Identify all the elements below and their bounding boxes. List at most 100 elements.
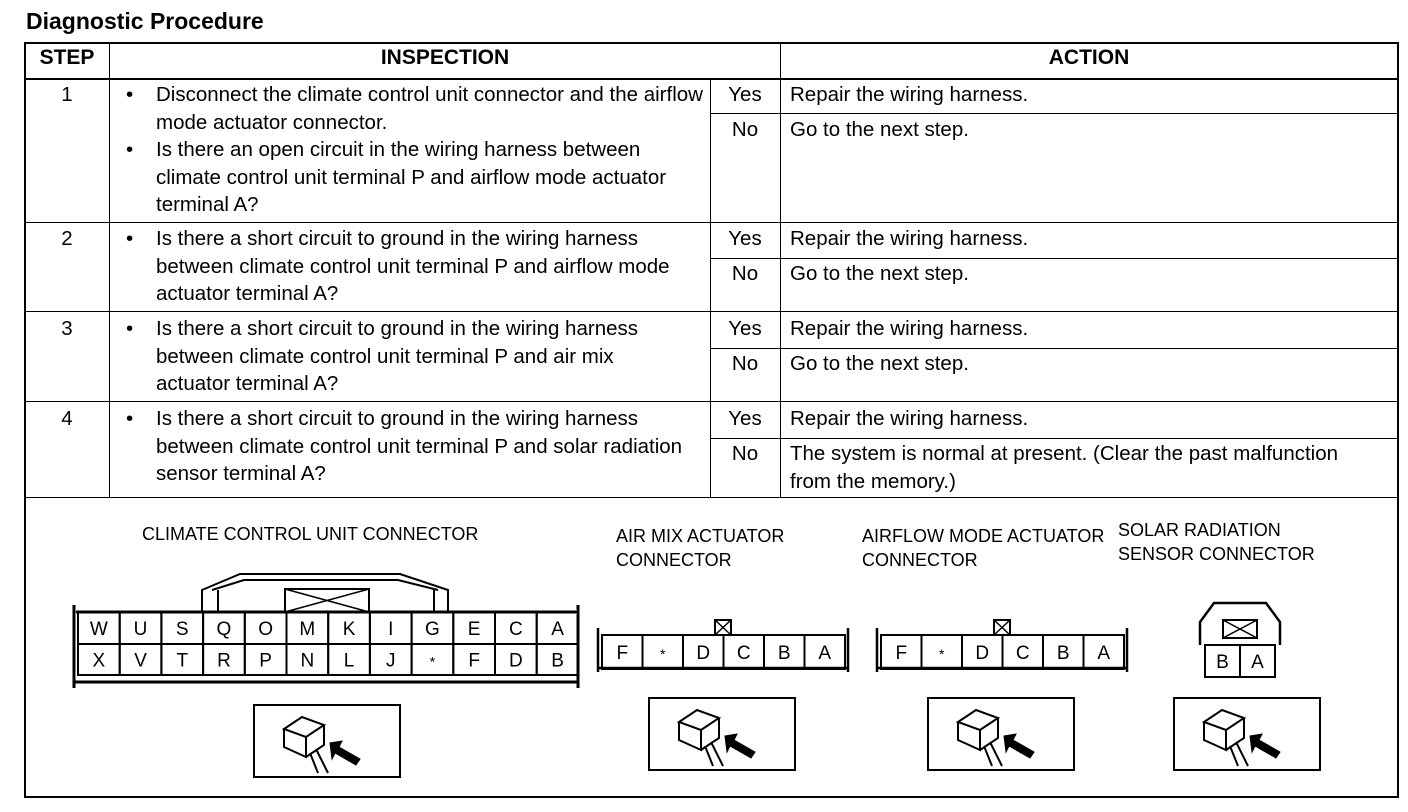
terminal-cell xyxy=(1082,634,1125,670)
no-action: Go to the next step. xyxy=(790,262,969,285)
terminal-B: B xyxy=(1057,643,1070,664)
no-action: Go to the next step. xyxy=(790,118,969,141)
no-label: No xyxy=(731,118,759,141)
inspection-text: Is there an open circuit in the wiring h… xyxy=(156,138,667,216)
solar-connector-label: SOLAR RADIATION SENSOR CONNECTOR xyxy=(1118,520,1315,564)
yes-label: Yes xyxy=(728,407,762,430)
header-inspection: INSPECTION xyxy=(380,46,510,69)
ccu-connector-label: CLIMATE CONTROL UNIT CONNECTOR xyxy=(142,524,479,544)
terminal-V: V xyxy=(134,651,147,672)
terminal-K: K xyxy=(343,619,356,640)
no-label: No xyxy=(731,442,759,465)
airmix-connector-label: AIR MIX ACTUATOR CONNECTOR xyxy=(616,526,785,570)
yes-action: Repair the wiring harness. xyxy=(790,227,1029,250)
terminal-cell xyxy=(1239,644,1276,678)
yes-action: Repair the wiring harness. xyxy=(790,407,1029,430)
terminal-view-icon-frame xyxy=(927,697,1075,771)
terminal-I: I xyxy=(388,619,393,640)
yes-action: Repair the wiring harness. xyxy=(790,83,1029,106)
terminal-view-icon-frame xyxy=(1173,697,1321,771)
bullet: • xyxy=(126,227,134,250)
terminal-unused: * xyxy=(939,646,945,662)
terminal-J: J xyxy=(386,651,396,672)
terminal-L: L xyxy=(344,651,355,672)
terminal-C: C xyxy=(509,619,523,640)
inspection-text: Is there a short circuit to ground in th… xyxy=(156,317,638,395)
terminal-B: B xyxy=(551,651,564,672)
terminal-unused: * xyxy=(430,654,436,670)
arrow-icon xyxy=(1003,733,1035,759)
terminal-view-icon-frame xyxy=(253,704,401,778)
terminal-view-icon-frame xyxy=(648,697,796,771)
header-action: ACTION xyxy=(1048,46,1130,69)
solar-hood xyxy=(1198,601,1282,645)
arrow-icon xyxy=(724,733,756,759)
connector-harness-icon xyxy=(676,708,724,767)
terminal-R: R xyxy=(217,651,231,672)
step-number: 4 xyxy=(61,407,73,430)
terminal-cell xyxy=(803,634,846,670)
terminal-E: E xyxy=(468,619,481,640)
terminal-F: F xyxy=(468,651,480,672)
terminal-Q: Q xyxy=(217,619,232,640)
lock-tab-cross xyxy=(1222,619,1258,639)
terminal-W: W xyxy=(90,619,108,640)
terminal-O: O xyxy=(258,619,273,640)
lock-tab xyxy=(1222,619,1258,639)
terminal-P: P xyxy=(259,651,272,672)
no-action: Go to the next step. xyxy=(790,352,969,375)
terminal-U: U xyxy=(134,619,148,640)
connector-harness-icon xyxy=(955,708,1003,767)
terminal-B: B xyxy=(1216,652,1229,673)
bullet: • xyxy=(126,317,134,340)
terminal-D: D xyxy=(975,643,989,664)
terminal-N: N xyxy=(300,651,314,672)
header-step: STEP xyxy=(39,46,95,69)
yes-label: Yes xyxy=(728,83,762,106)
terminal-D: D xyxy=(696,643,710,664)
terminal-F: F xyxy=(616,643,628,664)
connector-harness-icon xyxy=(281,715,329,774)
terminal-A: A xyxy=(551,619,564,640)
inspection-text: Is there a short circuit to ground in th… xyxy=(156,227,670,305)
yes-action: Repair the wiring harness. xyxy=(790,317,1029,340)
terminal-G: G xyxy=(425,619,440,640)
terminal-M: M xyxy=(299,619,315,640)
terminal-D: D xyxy=(509,651,523,672)
no-label: No xyxy=(731,352,759,375)
step-number: 2 xyxy=(61,227,73,250)
terminal-unused: * xyxy=(660,646,666,662)
terminal-C: C xyxy=(1016,643,1030,664)
terminal-cell xyxy=(535,643,580,676)
arrow-icon xyxy=(1249,733,1281,759)
bullet: • xyxy=(126,138,134,161)
terminal-S: S xyxy=(176,619,189,640)
arrow-icon xyxy=(329,740,361,766)
lock-tab-cross xyxy=(993,619,1011,636)
bullet: • xyxy=(126,83,134,106)
terminal-F: F xyxy=(895,643,907,664)
yes-label: Yes xyxy=(728,317,762,340)
terminal-X: X xyxy=(93,651,106,672)
bullet: • xyxy=(126,407,134,430)
lock-tab-cross xyxy=(284,588,370,613)
terminal-T: T xyxy=(176,651,188,672)
step-number: 1 xyxy=(61,83,73,106)
terminal-A: A xyxy=(818,643,831,664)
terminal-A: A xyxy=(1251,652,1264,673)
terminal-B: B xyxy=(778,643,791,664)
no-action: The system is normal at present. (Clear … xyxy=(790,442,1339,493)
no-label: No xyxy=(731,262,759,285)
connector-harness-icon xyxy=(1201,708,1249,767)
step-number: 3 xyxy=(61,317,73,340)
inspection-text: Disconnect the climate control unit conn… xyxy=(156,83,703,134)
lock-tab-cross xyxy=(714,619,732,636)
ccu-hood xyxy=(201,573,449,612)
page-title: Diagnostic Procedure xyxy=(26,8,264,34)
airflow-connector-label: AIRFLOW MODE ACTUATOR CONNECTOR xyxy=(862,526,1105,570)
yes-label: Yes xyxy=(728,227,762,250)
terminal-C: C xyxy=(737,643,751,664)
terminal-A: A xyxy=(1097,643,1110,664)
inspection-text: Is there a short circuit to ground in th… xyxy=(156,407,683,485)
